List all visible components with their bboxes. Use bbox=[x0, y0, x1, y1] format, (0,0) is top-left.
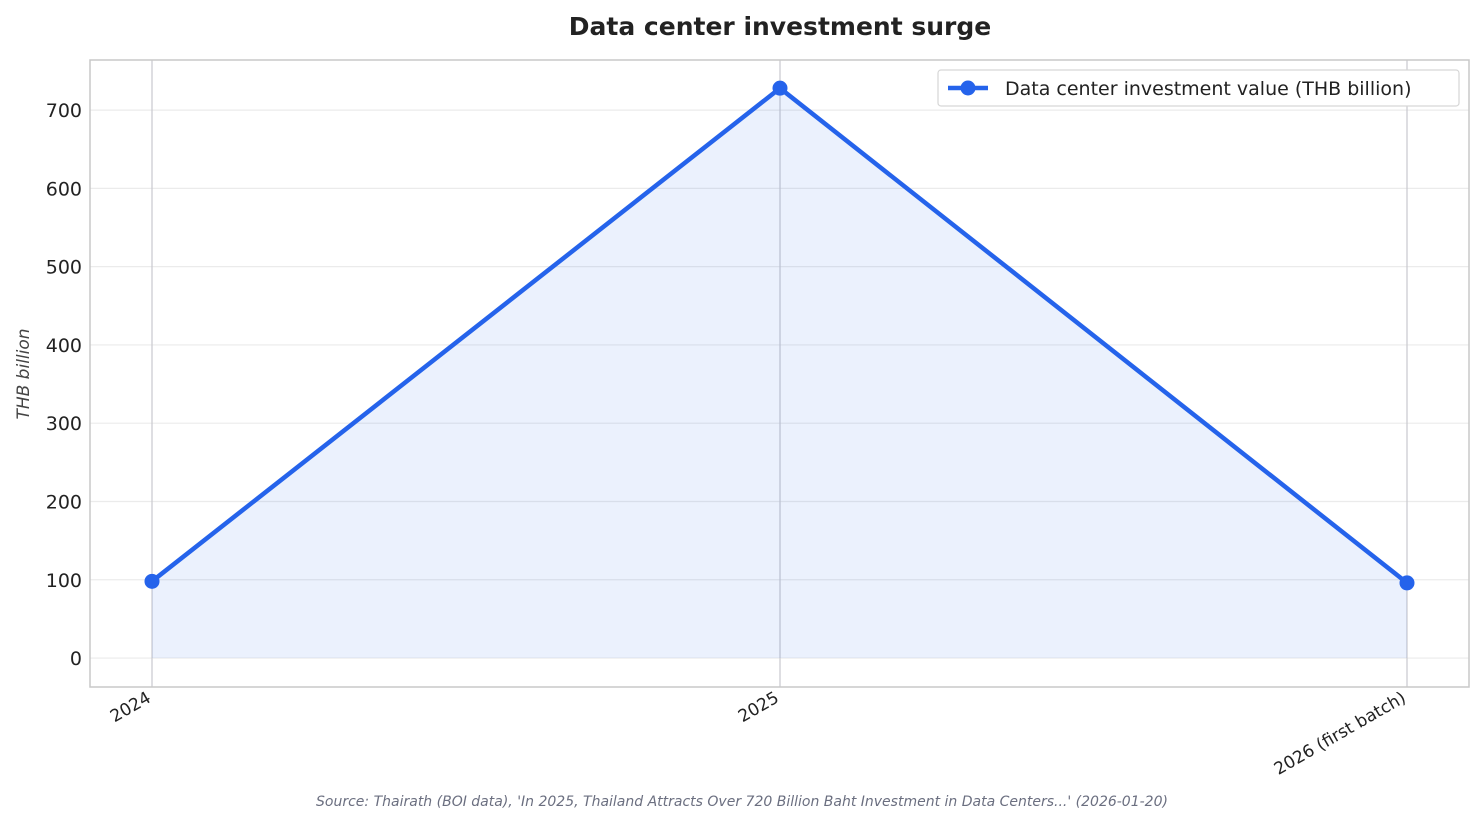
y-tick-label: 600 bbox=[46, 178, 82, 200]
source-note: Source: Thairath (BOI data), 'In 2025, T… bbox=[316, 794, 1168, 810]
y-tick-label: 300 bbox=[46, 413, 82, 435]
area-fill bbox=[152, 88, 1407, 659]
y-tick-label: 700 bbox=[46, 100, 82, 122]
legend-marker bbox=[960, 80, 976, 96]
y-axis-ticks: 0 100 200 300 400 500 600 700 bbox=[46, 100, 82, 670]
plot-frame bbox=[89, 59, 1470, 688]
x-tick-label: 2026 (first batch) bbox=[1271, 688, 1410, 780]
legend-label: Data center investment value (THB billio… bbox=[1005, 78, 1411, 100]
y-tick-label: 100 bbox=[46, 570, 82, 592]
x-tick-label: 2025 bbox=[735, 688, 782, 727]
y-tick-label: 500 bbox=[46, 257, 82, 279]
series-points bbox=[144, 80, 1415, 591]
grid bbox=[90, 60, 1469, 687]
y-axis-label: THB billion bbox=[14, 328, 34, 419]
data-point bbox=[772, 80, 788, 96]
chart-title: Data center investment surge bbox=[569, 12, 991, 41]
data-point bbox=[144, 573, 160, 589]
area-fill-series bbox=[152, 88, 1407, 659]
legend: Data center investment value (THB billio… bbox=[937, 69, 1460, 107]
data-point bbox=[1399, 575, 1415, 591]
legend-box bbox=[937, 69, 1460, 107]
x-axis-ticks: 2024 2025 2026 (first batch) bbox=[107, 688, 1409, 780]
x-tick-label: 2024 bbox=[107, 688, 154, 727]
y-tick-label: 0 bbox=[70, 648, 82, 670]
y-tick-label: 400 bbox=[46, 335, 82, 357]
y-tick-label: 200 bbox=[46, 491, 82, 513]
